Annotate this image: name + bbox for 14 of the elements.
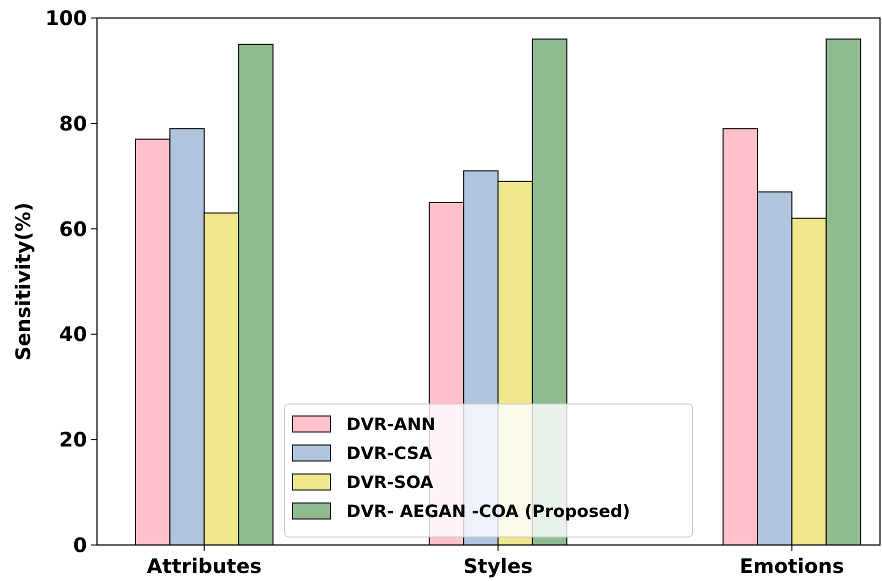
legend-label: DVR-ANN [346, 414, 436, 435]
legend-label: DVR-SOA [346, 472, 434, 493]
y-tick-label: 80 [59, 111, 87, 136]
y-tick-label: 0 [73, 533, 87, 557]
legend-label: DVR- AEGAN -COA (Proposed) [346, 502, 630, 522]
x-tick-label: Attributes [146, 554, 262, 578]
y-tick-label: 20 [59, 428, 87, 452]
x-tick-label: Styles [463, 554, 533, 578]
legend-label: DVR-CSA [346, 444, 433, 464]
y-tick-label: 100 [45, 6, 87, 30]
x-tick-label: Emotions [740, 554, 844, 578]
y-tick-label: 60 [59, 216, 87, 241]
y-axis-title: Sensitivity(%) [11, 202, 35, 361]
y-tick-label: 40 [59, 322, 87, 346]
